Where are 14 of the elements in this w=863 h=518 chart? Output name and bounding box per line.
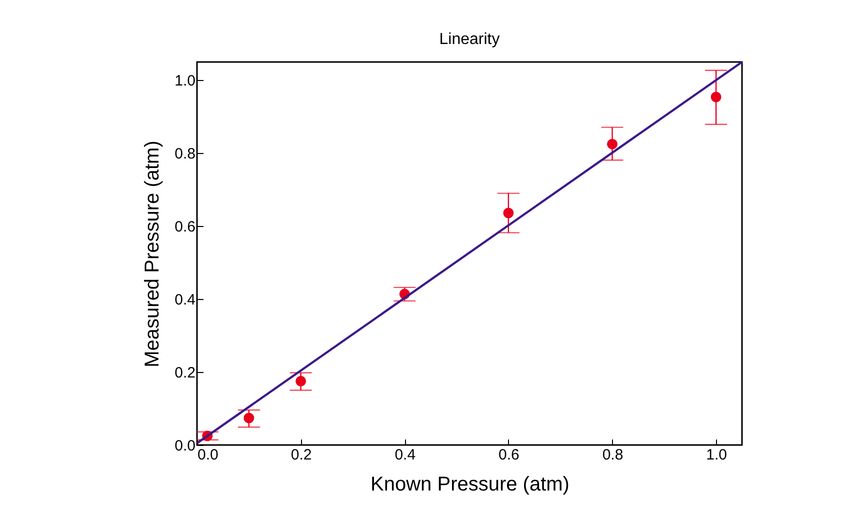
x-tick-label: 0.8 <box>602 446 624 464</box>
x-tick-label: 0.0 <box>198 446 218 464</box>
y-tick-label: 0.6 <box>174 218 196 236</box>
y-tick-label: 0.8 <box>174 146 196 163</box>
y-tick-label: 1.0 <box>174 72 196 90</box>
y-tick-label: 0.4 <box>174 292 196 309</box>
x-tick-label: 0.6 <box>498 446 520 464</box>
chart-title: Linearity <box>439 30 500 48</box>
y-axis-title: Measured Pressure (atm) <box>142 140 164 368</box>
y-tick-label: 0.2 <box>174 364 196 382</box>
x-tick-label: 1.0 <box>706 446 727 464</box>
x-axis-title: Known Pressure (atm) <box>370 474 570 496</box>
x-tick-label: 0.2 <box>290 446 312 464</box>
x-tick-label: 0.4 <box>394 446 416 464</box>
